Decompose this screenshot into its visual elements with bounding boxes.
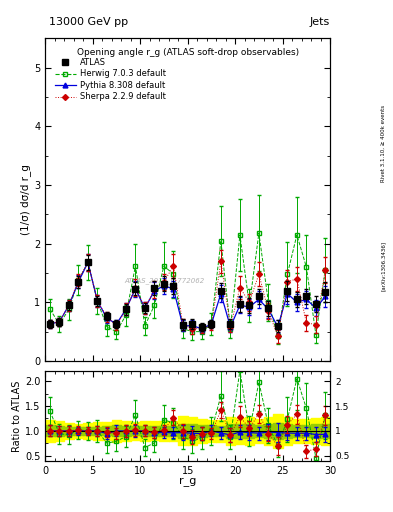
Legend: ATLAS, Herwig 7.0.3 default, Pythia 8.308 default, Sherpa 2.2.9 default: ATLAS, Herwig 7.0.3 default, Pythia 8.30… xyxy=(52,55,168,104)
Text: Jets: Jets xyxy=(309,16,329,27)
Text: ATLAS_2019_I1772062: ATLAS_2019_I1772062 xyxy=(125,277,205,284)
Y-axis label: (1/σ) dσ/d r_g: (1/σ) dσ/d r_g xyxy=(20,164,31,235)
Text: 13000 GeV pp: 13000 GeV pp xyxy=(49,16,128,27)
X-axis label: r_g: r_g xyxy=(179,477,196,487)
Text: Rivet 3.1.10, ≥ 400k events: Rivet 3.1.10, ≥ 400k events xyxy=(381,105,386,182)
Text: Opening angle r_g (ATLAS soft-drop observables): Opening angle r_g (ATLAS soft-drop obser… xyxy=(77,48,299,57)
Text: [arXiv:1306.3436]: [arXiv:1306.3436] xyxy=(381,241,386,291)
Y-axis label: Ratio to ATLAS: Ratio to ATLAS xyxy=(12,380,22,452)
